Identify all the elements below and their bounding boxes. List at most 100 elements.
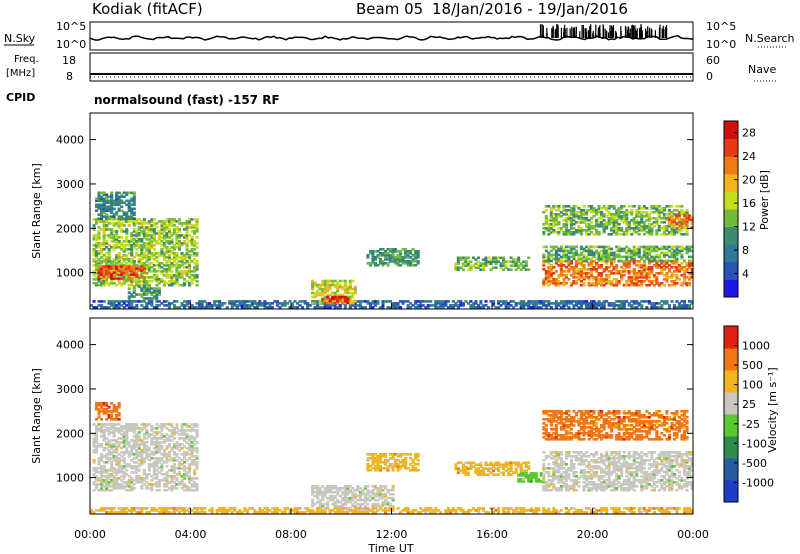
velocity-cell (95, 475, 99, 478)
velocity-cell (127, 485, 131, 488)
power-cell (399, 256, 403, 259)
velocity-cell (115, 418, 119, 421)
power-cell (642, 229, 646, 232)
velocity-cell (125, 439, 129, 442)
power-cell (630, 260, 634, 263)
velocity-cell (140, 423, 144, 426)
velocity-cell (105, 471, 109, 474)
power-cell (137, 278, 141, 281)
velocity-cell (105, 410, 109, 413)
power-cell (607, 247, 611, 251)
velocity-cell (183, 423, 187, 426)
velocity-cell (167, 453, 171, 456)
power-cell (366, 254, 370, 257)
velocity-cell (183, 433, 187, 436)
power-cell (268, 304, 272, 307)
power-cell (652, 255, 656, 259)
power-cell (585, 255, 589, 259)
power-cell (102, 197, 106, 201)
power-cell (155, 306, 159, 309)
power-cell (474, 266, 478, 269)
velocity-cell (160, 427, 164, 430)
power-cell (552, 266, 556, 269)
velocity-cell (376, 455, 380, 458)
power-cell (157, 230, 161, 233)
power-cell (376, 250, 380, 253)
power-cell (572, 268, 576, 271)
velocity-cell (195, 425, 199, 428)
velocity-cell (135, 425, 139, 428)
power-cell (132, 287, 136, 290)
power-cell (436, 302, 440, 305)
power-cell (170, 258, 174, 261)
power-cell (100, 282, 104, 285)
power-cell (371, 300, 375, 303)
power-cell (675, 214, 679, 217)
power-cell (107, 252, 111, 255)
velocity-cell (177, 483, 181, 486)
velocity-cell (165, 488, 169, 492)
power-cell (193, 240, 197, 243)
power-colorbar-segment (724, 138, 738, 157)
power-cell (142, 289, 146, 292)
power-cell (95, 252, 99, 255)
power-cell (497, 300, 501, 303)
power-cell (564, 259, 568, 263)
velocity-cell (172, 481, 176, 484)
velocity-cell (384, 459, 388, 462)
velocity-cell (368, 453, 372, 456)
power-cell (544, 272, 548, 275)
power-cell (406, 300, 410, 303)
power-cell (597, 231, 601, 234)
power-cell (559, 272, 563, 275)
power-cell (95, 306, 99, 309)
power-cell (147, 270, 151, 273)
velocity-cell (353, 496, 357, 500)
power-cell (688, 300, 692, 303)
velocity-cell (172, 467, 176, 470)
velocity-cell (183, 431, 187, 434)
power-cell (150, 293, 154, 296)
power-cell (569, 251, 573, 255)
power-cell (572, 223, 576, 226)
power-cell (185, 236, 189, 239)
power-cell (605, 249, 609, 253)
power-cell (172, 264, 176, 267)
power-cell (170, 240, 174, 243)
power-cell (569, 282, 573, 285)
velocity-cell (180, 425, 184, 428)
power-cell (117, 240, 121, 243)
power-cell (620, 270, 624, 273)
power-cell (627, 253, 631, 257)
power-cell (102, 215, 106, 218)
power-cell (95, 276, 99, 279)
power-cell (582, 266, 586, 269)
velocity-cell (105, 423, 109, 426)
power-cell (610, 283, 614, 287)
power-cell (200, 302, 204, 305)
power-cell (92, 300, 96, 303)
power-cell (552, 231, 556, 234)
power-cell (590, 306, 594, 309)
power-cell (188, 276, 192, 279)
velocity-cell (177, 465, 181, 468)
power-cell (107, 234, 111, 237)
power-cell (564, 282, 568, 285)
velocity-cell (351, 487, 355, 490)
power-cell (459, 258, 463, 261)
power-cell (188, 270, 192, 273)
power-cell (376, 256, 380, 259)
power-cell (107, 267, 111, 270)
velocity-cell (117, 431, 121, 434)
power-cell (572, 227, 576, 230)
power-cell (569, 260, 573, 263)
power-cell (579, 215, 583, 218)
velocity-cell (162, 455, 166, 458)
velocity-cell (391, 453, 395, 456)
power-cell (122, 250, 126, 253)
power-cell (152, 254, 156, 257)
power-cell (92, 272, 96, 275)
power-cell (97, 232, 101, 235)
power-cell (572, 280, 576, 283)
velocity-cell (333, 500, 337, 504)
